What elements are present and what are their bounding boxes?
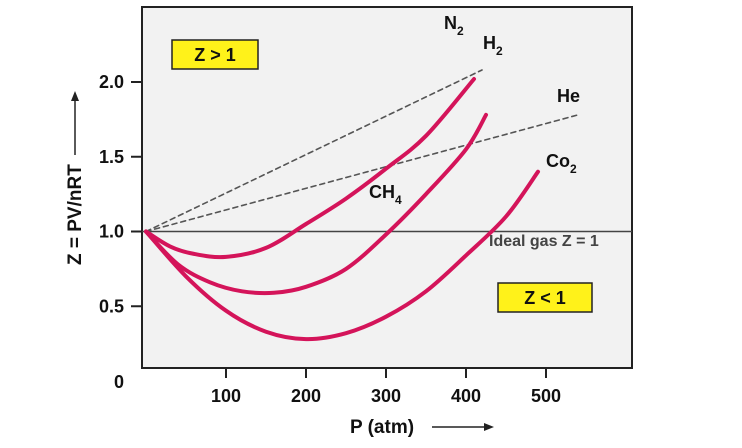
series-label-ch4: CH4 xyxy=(369,182,402,207)
y-tick-label: 1.0 xyxy=(99,222,124,242)
x-axis-title: P (atm) xyxy=(350,417,414,438)
y-axis-title-group: Z = PV/nRT xyxy=(65,91,86,265)
series-line-n2 xyxy=(145,69,483,233)
series-label-co2: Co2 xyxy=(546,151,577,176)
series-line-co2 xyxy=(144,169,540,342)
x-tick-label: 400 xyxy=(451,386,481,406)
z-less-label: Z < 1 xyxy=(524,288,566,308)
x-axis-title-group: P (atm) xyxy=(350,417,494,438)
z-greater-label: Z > 1 xyxy=(194,45,236,65)
x-axis-arrowhead xyxy=(484,423,494,431)
series-label-he: He xyxy=(557,86,580,106)
series-line-ch4 xyxy=(144,112,488,296)
x-tick-label: 500 xyxy=(531,386,561,406)
x-tick-label: 300 xyxy=(371,386,401,406)
origin-label: 0 xyxy=(114,372,124,392)
axis-layer: 100 200 300 400 500 0.5 1.0 1.5 2.0 0 xyxy=(99,72,561,406)
series-line-he xyxy=(145,114,579,233)
series-label-n2: N2 xyxy=(444,13,464,38)
y-tick-label: 0.5 xyxy=(99,296,124,316)
y-tick-label: 2.0 xyxy=(99,72,124,92)
series-layer xyxy=(142,69,632,342)
z-greater-box: Z > 1 xyxy=(171,39,259,70)
y-tick-label: 1.5 xyxy=(99,147,124,167)
y-axis-arrowhead xyxy=(71,91,79,101)
x-tick-label: 200 xyxy=(291,386,321,406)
x-tick-label: 100 xyxy=(211,386,241,406)
ideal-gas-label: Ideal gas Z = 1 xyxy=(489,233,599,250)
series-label-h2: H2 xyxy=(483,33,503,58)
y-axis-title: Z = PV/nRT xyxy=(65,164,86,265)
series-line-h2 xyxy=(144,77,476,260)
z-less-box: Z < 1 xyxy=(497,282,593,313)
